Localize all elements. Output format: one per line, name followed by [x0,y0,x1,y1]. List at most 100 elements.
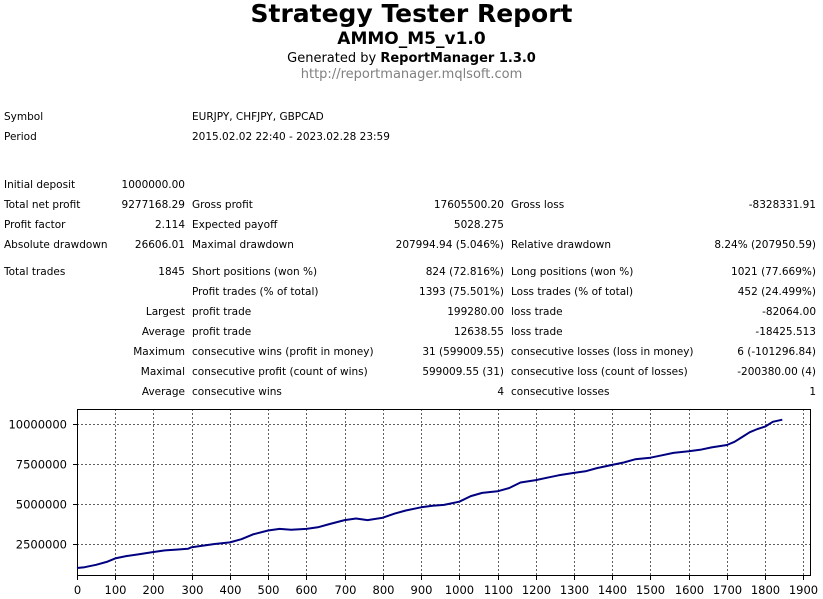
expected-payoff-label: Expected payoff [192,219,278,231]
generated-prefix: Generated by [287,51,381,66]
maximum-label: Maximum [133,346,185,358]
maximal-row: Maximal consecutive profit (count of win… [0,364,823,380]
x-tick-label: 1300 [560,583,589,597]
x-tick-label: 800 [373,583,395,597]
avg-consec-losses-label: consecutive losses [511,386,610,398]
max-consec-losses-value: 6 (-101296.84) [737,346,816,358]
x-tick-label: 200 [143,583,165,597]
y-tick-label: 10000000 [8,418,67,432]
profit-trades-label: Profit trades (% of total) [192,286,319,298]
largest-profit-value: 199280.00 [447,306,504,318]
initial-deposit-row: Initial deposit 1000000.00 [0,177,823,193]
x-tick-label: 0 [74,583,81,597]
average-label: Average [141,326,185,338]
largest-profit-label: profit trade [192,306,252,318]
initial-deposit-label: Initial deposit [4,179,76,191]
gross-loss-value: -8328331.91 [748,199,816,211]
absolute-drawdown-value: 26606.01 [134,239,185,251]
average-profit-label: profit trade [192,326,252,338]
plot-border [77,409,811,576]
x-tick-label: 1800 [751,583,780,597]
x-tick-label: 1600 [675,583,704,597]
period-value: 2015.02.02 22:40 - 2023.02.28 23:59 [192,131,390,143]
total-trades-label: Total trades [4,266,66,278]
maximal-label: Maximal [140,366,185,378]
long-positions-value: 1021 (77.669%) [731,266,816,278]
generated-by: Generated by ReportManager 1.3.0 [0,50,823,67]
x-tick-label: 500 [258,583,280,597]
largest-loss-label: loss trade [511,306,563,318]
x-tick-label: 600 [296,583,318,597]
maximal-drawdown-value: 207994.94 (5.046%) [395,239,504,251]
maximal-drawdown-label: Maximal drawdown [192,239,294,251]
drawdown-row: Absolute drawdown 26606.01 Maximal drawd… [0,237,823,253]
maximal-consec-profit-label: consecutive profit (count of wins) [192,366,368,378]
symbol-row: Symbol EURJPY, CHFJPY, GBPCAD [0,109,823,125]
x-tick-label: 1200 [522,583,551,597]
initial-deposit-value: 1000000.00 [121,179,185,191]
generator-url[interactable]: http://reportmanager.mqlsoft.com [300,67,523,82]
x-tick-label: 700 [335,583,357,597]
max-consec-wins-value: 31 (599009.55) [422,346,504,358]
relative-drawdown-value: 8.24% (207950.59) [714,239,816,251]
maximal-consec-loss-label: consecutive loss (count of losses) [511,366,688,378]
total-net-profit-value: 9277168.29 [121,199,185,211]
avg-consec-losses-value: 1 [809,386,816,398]
average-loss-value: -18425.513 [755,326,816,338]
x-tick-label: 1400 [598,583,627,597]
max-consec-losses-label: consecutive losses (loss in money) [511,346,694,358]
x-tick-label: 1900 [789,583,818,597]
x-tick-label: 1500 [636,583,665,597]
x-tick-label: 1100 [484,583,513,597]
report-header: Strategy Tester Report AMMO_M5_v1.0 Gene… [0,0,823,83]
expected-payoff-value: 5028.275 [453,219,504,231]
gross-loss-label: Gross loss [511,199,565,211]
largest-loss-value: -82064.00 [762,306,816,318]
y-tick-label: 5000000 [16,498,67,512]
total-net-profit-label: Total net profit [4,199,81,211]
report-title: Strategy Tester Report [250,0,573,28]
x-tick-label: 400 [220,583,242,597]
balance-chart: 0 100 200 300 400 500 600 700 800 900 1000 1100 1200… [8,409,818,597]
maximal-consec-loss-value: -200380.00 (4) [737,366,816,378]
average-profit-value: 12638.55 [453,326,504,338]
gross-profit-label: Gross profit [192,199,253,211]
y-tick-label: 2500000 [16,538,67,552]
short-positions-label: Short positions (won %) [192,266,318,278]
maximum-row: Maximum consecutive wins (profit in mone… [0,344,823,360]
y-tick-label: 7500000 [16,458,67,472]
max-consec-wins-label: consecutive wins (profit in money) [192,346,374,358]
largest-label: Largest [145,306,185,318]
x-tick-label: 1000 [445,583,474,597]
short-positions-value: 824 (72.816%) [425,266,504,278]
avg-consec-wins-value: 4 [497,386,504,398]
average-row: Average profit trade 12638.55 loss trade… [0,324,823,340]
total-trades-value: 1845 [158,266,185,278]
average-consec-row: Average consecutive wins 4 consecutive l… [0,384,823,400]
average-loss-label: loss trade [511,326,563,338]
avg-consec-wins-label: consecutive wins [192,386,282,398]
absolute-drawdown-label: Absolute drawdown [4,239,108,251]
report-subtitle: AMMO_M5_v1.0 [337,29,486,49]
maximal-consec-profit-value: 599009.55 (31) [422,366,504,378]
long-positions-label: Long positions (won %) [511,266,634,278]
x-tick-label: 300 [182,583,204,597]
loss-trades-value: 452 (24.499%) [737,286,816,298]
average2-label: Average [141,386,185,398]
profit-factor-row: Profit factor 2.114 Expected payoff 5028… [0,217,823,233]
gross-profit-value: 17605500.20 [433,199,504,211]
total-trades-row: Total trades 1845 Short positions (won %… [0,264,823,280]
profit-factor-value: 2.114 [154,219,185,231]
profit-factor-label: Profit factor [4,219,66,231]
plot-area [77,409,811,576]
x-tick-label: 1700 [713,583,742,597]
profit-trades-value: 1393 (75.501%) [419,286,504,298]
net-profit-row: Total net profit 9277168.29 Gross profit… [0,197,823,213]
loss-trades-label: Loss trades (% of total) [511,286,634,298]
symbol-value: EURJPY, CHFJPY, GBPCAD [192,111,324,123]
profit-trades-row: Profit trades (% of total) 1393 (75.501%… [0,284,823,300]
generator-name: ReportManager 1.3.0 [380,51,536,66]
x-tick-label: 900 [411,583,433,597]
symbol-label: Symbol [4,111,44,123]
period-label: Period [4,131,37,143]
